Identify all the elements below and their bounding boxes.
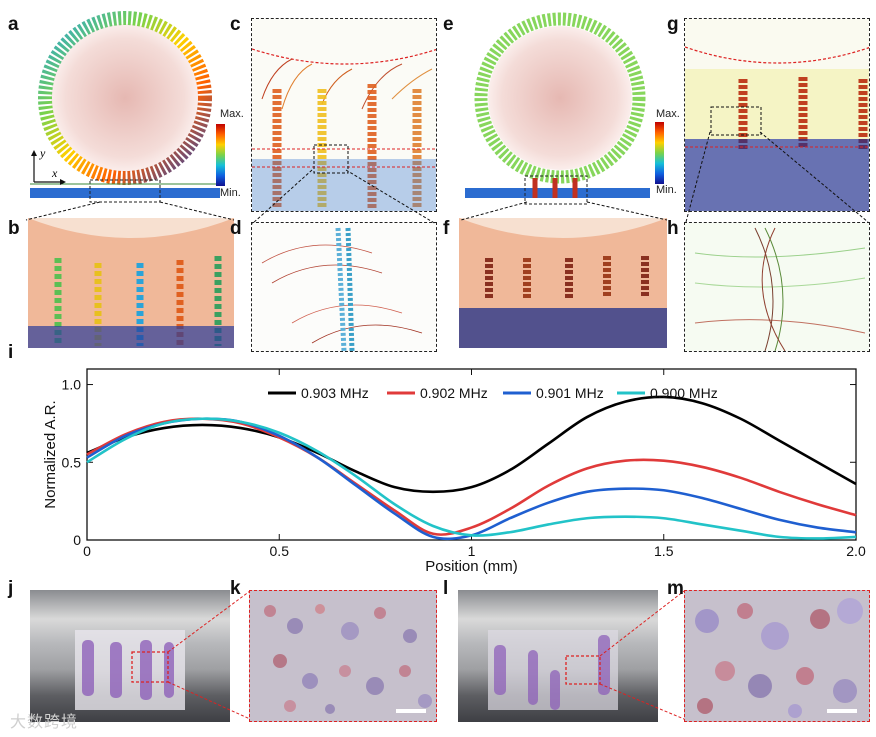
axes-indicator: y x bbox=[30, 146, 70, 188]
zoom-lines-a-b bbox=[25, 201, 235, 221]
x-tick-label: 0.5 bbox=[270, 543, 290, 559]
series-line-4 bbox=[86, 417, 857, 540]
panel-l-overlay bbox=[488, 630, 618, 710]
series-line-1 bbox=[86, 395, 857, 494]
panel-k-micrograph bbox=[249, 590, 437, 722]
panel-m-bubbles bbox=[695, 598, 863, 718]
panel-label-e: e bbox=[443, 14, 454, 35]
colorbar-right-max: Max. bbox=[656, 108, 680, 120]
axes-arrows bbox=[31, 150, 66, 185]
panel-d-zoom-streamlines bbox=[251, 222, 437, 352]
panel-label-a: a bbox=[8, 14, 19, 35]
panel-label-c: c bbox=[230, 14, 241, 35]
panel-label-g: g bbox=[667, 14, 679, 35]
axis-label-x: x bbox=[52, 166, 58, 180]
legend-label-4: 0.900 MHz bbox=[650, 385, 718, 401]
panel-g-flow-streamlines bbox=[684, 18, 870, 212]
panel-label-d: d bbox=[230, 218, 242, 239]
normalized-ar-chart: 0 0.5 1 1.5 2.0 0 0.5 1.0 Position (mm) Normalize… bbox=[42, 368, 866, 575]
zoom-lines-g-h bbox=[685, 131, 869, 223]
zoom-lines-j-k bbox=[167, 590, 251, 720]
panel-a-ring-simulation bbox=[30, 11, 220, 203]
panel-label-k: k bbox=[230, 578, 241, 599]
zoom-lines-c-d bbox=[251, 169, 437, 225]
legend-label-1: 0.903 MHz bbox=[301, 385, 369, 401]
panel-label-b: b bbox=[8, 218, 20, 239]
watermark-text: 大数跨境 bbox=[10, 714, 79, 731]
x-tick-label: 1 bbox=[468, 543, 476, 559]
zoom-lines-e-f bbox=[460, 201, 668, 221]
y-axis-label: Normalized A.R. bbox=[42, 400, 59, 508]
colorbar-left bbox=[216, 124, 225, 186]
panel-j-photo bbox=[30, 590, 230, 722]
legend-label-2: 0.902 MHz bbox=[420, 385, 488, 401]
y-tick-label: 1.0 bbox=[62, 377, 82, 393]
panel-label-l: l bbox=[443, 578, 449, 599]
panel-label-h: h bbox=[667, 218, 679, 239]
panel-j-overlay bbox=[75, 630, 185, 710]
panel-b-zoom bbox=[28, 218, 234, 348]
panel-label-i: i bbox=[8, 342, 14, 363]
colorbar-right bbox=[655, 122, 664, 184]
x-tick-label: 0 bbox=[83, 543, 91, 559]
colorbar-right-min: Min. bbox=[656, 184, 677, 196]
zoom-lines-l-m bbox=[599, 590, 685, 720]
panel-l-photo bbox=[458, 590, 658, 722]
panel-m-micrograph bbox=[684, 590, 870, 722]
colorbar-left-max: Max. bbox=[220, 108, 244, 120]
legend-label-3: 0.901 MHz bbox=[536, 385, 604, 401]
panel-k-bubbles bbox=[264, 604, 432, 714]
panel-c-flow-streamlines bbox=[251, 18, 437, 212]
panel-label-f: f bbox=[443, 218, 450, 239]
panel-e-ring-simulation bbox=[465, 12, 650, 205]
y-tick-label: 0 bbox=[73, 532, 81, 548]
panel-label-m: m bbox=[667, 578, 684, 599]
panel-f-zoom bbox=[459, 218, 667, 348]
y-tick-label: 0.5 bbox=[62, 454, 82, 470]
colorbar-left-min: Min. bbox=[220, 187, 241, 199]
panel-label-j: j bbox=[8, 578, 14, 599]
x-axis-label: Position (mm) bbox=[425, 558, 518, 575]
series-line-2 bbox=[86, 417, 857, 536]
x-tick-label: 1.5 bbox=[654, 543, 674, 559]
axis-label-y: y bbox=[40, 146, 46, 160]
x-tick-label: 2.0 bbox=[846, 543, 866, 559]
panel-h-zoom-streamlines bbox=[684, 222, 870, 352]
